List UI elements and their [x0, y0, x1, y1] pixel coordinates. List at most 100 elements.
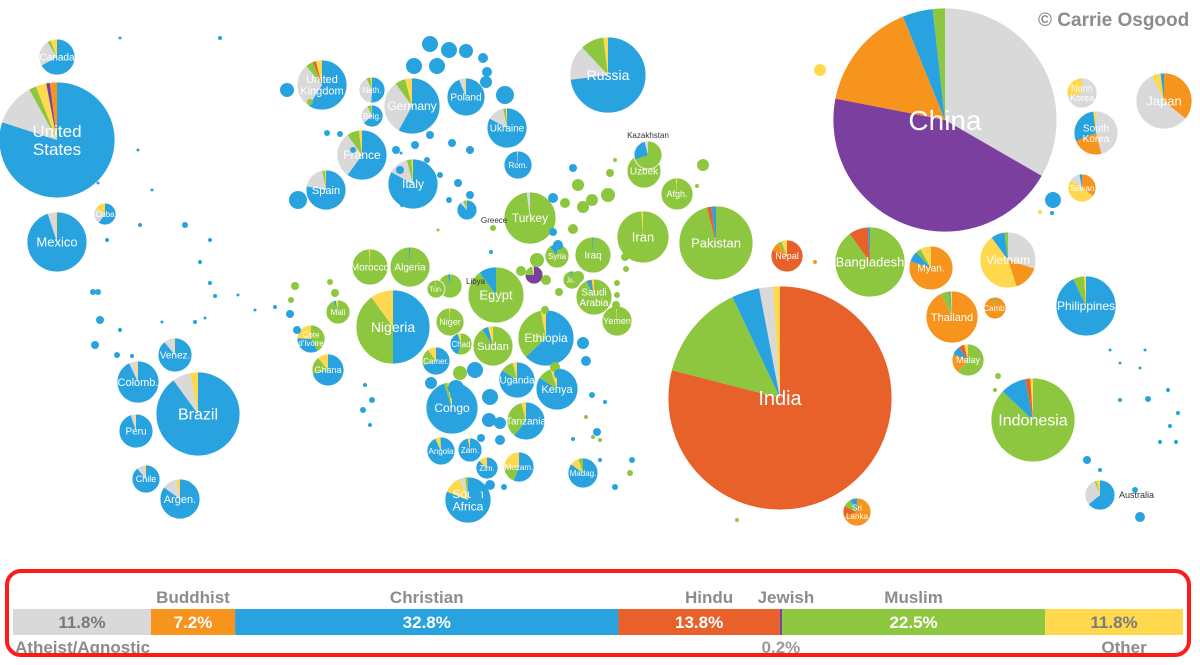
pie-slice-christian — [41, 39, 76, 75]
country-uganda[interactable]: Uganda — [498, 361, 536, 399]
pie-slice-other — [1067, 179, 1094, 202]
country-dot — [614, 292, 620, 298]
country-malay[interactable]: Malay — [951, 343, 985, 377]
country-germany[interactable]: Germany — [383, 77, 441, 135]
country-tanzania[interactable]: Tanzania — [506, 401, 546, 441]
country-niger[interactable]: Niger — [435, 307, 465, 337]
country-argen[interactable]: Argen. — [159, 478, 201, 520]
country-colomb[interactable]: Colomb. — [116, 360, 160, 404]
country-south-korea[interactable]: South Korea — [1073, 110, 1119, 156]
country-saudi-arabia[interactable]: Saudi Arabia — [575, 278, 613, 316]
country-nepal[interactable]: Nepal — [770, 239, 804, 273]
pie-slice-atheist — [459, 477, 468, 500]
country-romania[interactable]: Rom. — [503, 150, 533, 180]
country-camer[interactable]: Camer. — [421, 346, 451, 376]
country-dot — [490, 225, 496, 231]
country-ghana[interactable]: Ghana — [311, 353, 345, 387]
country-chad[interactable]: Chad — [449, 332, 473, 356]
pie-outline — [456, 199, 478, 221]
country-kazakhstan[interactable]: Kazakhstan — [627, 131, 669, 170]
pie-slice-other — [457, 333, 461, 344]
country-mozam[interactable]: Mozam. — [503, 451, 535, 483]
country-indonesia[interactable]: Indonesia — [990, 377, 1076, 463]
country-dot — [501, 484, 507, 490]
country-italy[interactable]: Italy — [387, 158, 439, 210]
country-australia[interactable]: Australia — [1084, 479, 1154, 511]
country-morocco[interactable]: Morocco — [351, 248, 390, 286]
country-canada[interactable]: Canada — [38, 38, 76, 76]
country-mexico[interactable]: Mexico — [26, 211, 88, 273]
country-dot — [1176, 411, 1180, 415]
country-dot — [572, 271, 584, 283]
pie-slice-christian — [450, 333, 461, 355]
country-chile[interactable]: Chile — [131, 464, 161, 494]
country-dot — [396, 166, 404, 174]
country-venez[interactable]: Venez. — [157, 337, 193, 373]
country-cambodia[interactable]: Camb. — [983, 296, 1007, 320]
country-mali[interactable]: Mali — [325, 299, 351, 325]
credit-text: © Carrie Osgood — [1038, 10, 1190, 31]
country-peru[interactable]: Peru — [118, 413, 154, 449]
country-turkey[interactable]: Turkey — [503, 191, 557, 245]
country-ukraine[interactable]: Ukraine — [486, 107, 528, 149]
country-france[interactable]: France — [336, 129, 388, 181]
country-belgium[interactable]: Belg. — [360, 104, 384, 128]
country-label: Congo — [434, 401, 470, 415]
country-israel[interactable] — [524, 265, 544, 285]
country-zambia[interactable]: Zam. — [457, 437, 483, 463]
country-nigeria[interactable]: Nigeria — [355, 289, 431, 365]
country-tunisia[interactable]: Tun. — [426, 279, 446, 299]
country-afgh[interactable]: Afgh. — [660, 177, 694, 211]
country-congo[interactable]: Congo — [425, 381, 479, 435]
country-sudan[interactable]: Sudan — [472, 325, 514, 367]
pie-slice-other — [504, 452, 519, 468]
country-ethiopia[interactable]: Ethiopia — [517, 309, 575, 367]
pie-outline — [38, 38, 76, 76]
country-egypt[interactable]: Egypt — [467, 266, 525, 324]
country-dot — [466, 191, 474, 199]
pie-slice-other — [467, 437, 470, 450]
country-algeria[interactable]: Algeria — [389, 246, 431, 288]
country-japan[interactable]: Japan — [1135, 72, 1193, 130]
country-cuba[interactable]: Cuba — [93, 202, 117, 226]
country-spain[interactable]: Spain — [305, 169, 347, 211]
pie-outline — [1067, 173, 1097, 203]
country-south-africa[interactable]: South Africa — [444, 476, 492, 524]
country-myan[interactable]: Myan. — [908, 245, 954, 291]
pie-slice-christian — [486, 108, 527, 148]
country-united-kingdom[interactable]: United Kingdom — [296, 59, 348, 111]
pie-slice-other — [358, 130, 362, 155]
country-netherlands[interactable]: Neth. — [358, 76, 386, 104]
country-bangladesh[interactable]: Bangladesh — [834, 226, 906, 298]
country-vietnam[interactable]: Vietnam — [979, 231, 1037, 289]
country-angola[interactable]: Angola — [426, 436, 456, 466]
pie-slice-christian — [867, 227, 870, 262]
country-label: Tun. — [429, 286, 443, 293]
country-greece[interactable]: Greece — [456, 199, 508, 225]
country-russia[interactable]: Russia — [569, 36, 647, 114]
country-thailand[interactable]: Thailand — [925, 290, 979, 344]
country-brazil[interactable]: Brazil — [155, 371, 241, 457]
country-dot — [379, 147, 385, 153]
country-madag[interactable]: Madag. — [567, 457, 599, 489]
pie-slice-atheist — [296, 65, 322, 107]
country-sri-lanka[interactable]: Sri Lanka — [842, 497, 872, 527]
country-north-korea[interactable]: North Korea — [1066, 77, 1098, 109]
pie-slice-other — [190, 372, 198, 414]
country-taiwan[interactable]: Taiwan — [1067, 173, 1097, 203]
country-iraq[interactable]: Iraq — [574, 236, 612, 274]
country-poland[interactable]: Poland — [446, 77, 486, 117]
country-yemen[interactable]: Yemen — [601, 305, 633, 337]
country-dot — [621, 253, 629, 261]
country-india[interactable]: India — [667, 285, 893, 511]
country-china[interactable]: China — [832, 7, 1058, 233]
pie-slice-muslim — [390, 247, 431, 287]
country-united-states[interactable]: United States — [0, 81, 116, 199]
country-cote-d-ivoire[interactable]: Cote d'Ivoire — [296, 324, 326, 354]
country-pakistan[interactable]: Pakistan — [678, 205, 754, 281]
country-zimbabwe[interactable]: Zim. — [475, 456, 499, 480]
country-label: Uganda — [499, 376, 534, 387]
country-label: Morocco — [351, 263, 390, 274]
country-philippines[interactable]: Philippines — [1055, 275, 1117, 337]
legend-bar-other — [1045, 609, 1183, 635]
